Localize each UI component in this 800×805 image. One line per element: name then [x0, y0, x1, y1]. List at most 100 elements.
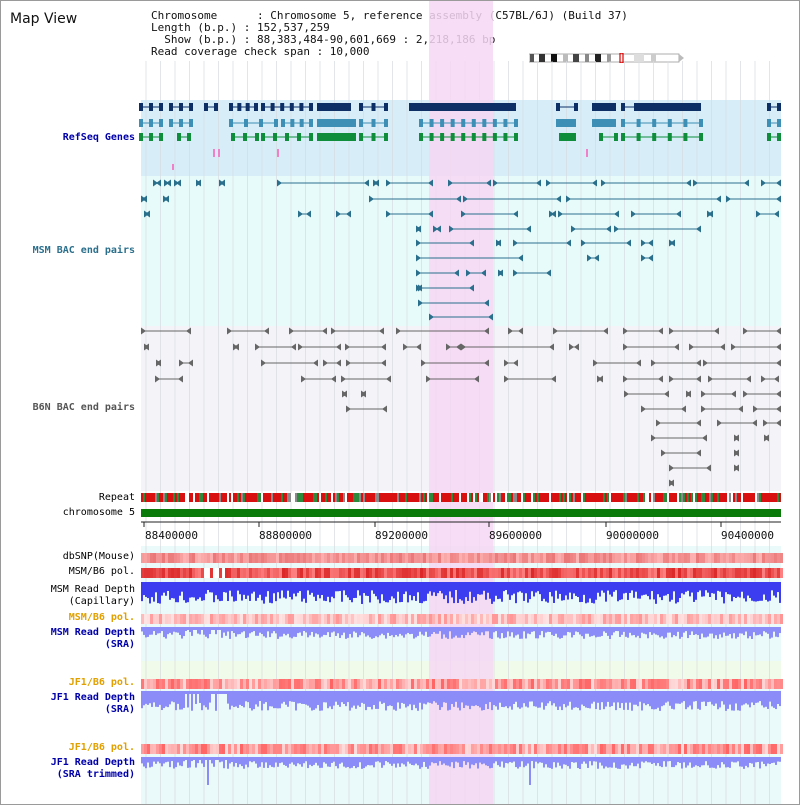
- jf1-b6-pol-label-2[interactable]: JF1/B6 pol.: [68, 742, 135, 753]
- read-depth-bar: [595, 691, 597, 710]
- repeat-segment: [167, 493, 169, 502]
- read-depth-bar: [513, 757, 515, 762]
- read-depth-bar: [645, 627, 647, 635]
- polymorphism-cell: [561, 614, 564, 624]
- polymorphism-cell: [438, 614, 441, 624]
- read-depth-bar: [487, 627, 489, 632]
- polymorphism-cell: [219, 553, 222, 563]
- msm-bac-pair-end: [469, 239, 474, 247]
- polymorphism-cell: [720, 568, 723, 578]
- polymorphism-cell: [204, 614, 207, 624]
- read-depth-bar: [763, 627, 765, 632]
- read-depth-bar: [699, 627, 701, 639]
- gene-exon: [683, 119, 688, 127]
- polymorphism-cell: [459, 679, 462, 689]
- polymorphism-cell: [453, 553, 456, 563]
- jf1-b6-pol-label-1[interactable]: JF1/B6 pol.: [68, 677, 135, 688]
- polymorphism-cell: [327, 568, 330, 578]
- polymorphism-cell: [495, 614, 498, 624]
- repeat-segment: [753, 493, 755, 502]
- read-depth-bar: [217, 582, 219, 600]
- chromosome-bar[interactable]: [141, 509, 781, 517]
- repeat-segment: [369, 493, 371, 502]
- read-depth-bar: [235, 691, 237, 707]
- polymorphism-cell: [432, 568, 435, 578]
- polymorphism-cell: [681, 614, 684, 624]
- refseq-track-label[interactable]: RefSeq Genes: [62, 132, 135, 143]
- read-depth-bar: [511, 582, 513, 596]
- b6n-bac-pair-end: [484, 359, 489, 367]
- gene-exon: [636, 133, 641, 141]
- polymorphism-cell: [549, 568, 552, 578]
- read-depth-bar: [459, 627, 461, 638]
- read-depth-bar: [389, 691, 391, 706]
- read-depth-bar: [491, 627, 493, 639]
- polymorphism-cell: [507, 614, 510, 624]
- b6n-bac-pair-end: [656, 419, 661, 427]
- dbsnp-track-label[interactable]: dbSNP(Mouse): [62, 551, 135, 562]
- read-depth-bar: [195, 691, 197, 704]
- gene-exon: [359, 119, 363, 127]
- read-depth-bar: [277, 691, 279, 709]
- polymorphism-cell: [444, 568, 447, 578]
- b6n-bac-pair-end: [598, 375, 603, 383]
- jf1-depth-trimmed-label[interactable]: JF1 Read Depth (SRA trimmed): [1, 757, 135, 781]
- b6n-bac-pair-end: [776, 419, 781, 427]
- read-depth-bar: [415, 627, 417, 638]
- msm-bac-pair-end: [744, 179, 749, 187]
- msm-b6-pol-label-1[interactable]: MSM/B6 pol.: [68, 566, 135, 577]
- read-depth-bar: [357, 691, 359, 706]
- polymorphism-cell: [759, 553, 762, 563]
- read-depth-bar: [371, 757, 373, 766]
- read-depth-bar: [383, 627, 385, 636]
- chromosome-ideogram[interactable]: [529, 53, 684, 63]
- polymorphism-cell: [672, 679, 675, 689]
- read-depth-bar: [267, 627, 269, 632]
- read-depth-bar: [659, 582, 661, 598]
- msm-bac-track-label[interactable]: MSM BAC end pairs: [32, 245, 135, 256]
- msm-depth-sra-label[interactable]: MSM Read Depth (SRA): [1, 627, 135, 651]
- read-depth-tracks[interactable]: [141, 582, 781, 785]
- read-depth-bar: [557, 757, 559, 763]
- read-depth-bar: [513, 627, 515, 638]
- polymorphism-cell: [237, 679, 240, 689]
- read-depth-bar: [145, 582, 147, 597]
- b6n-bac-pair-end: [689, 343, 694, 351]
- refseq-gene-track[interactable]: [139, 103, 781, 170]
- read-depth-bar: [287, 627, 289, 634]
- read-depth-bar: [505, 582, 507, 591]
- read-depth-bar: [261, 757, 263, 763]
- repeat-track[interactable]: [141, 493, 781, 502]
- repeat-segment: [451, 493, 453, 502]
- polymorphism-cell: [657, 679, 660, 689]
- msm-depth-capillary-label[interactable]: MSM Read Depth (Capillary): [1, 584, 135, 608]
- read-depth-bar: [147, 582, 149, 599]
- msm-b6-pol-label-2[interactable]: MSM/B6 pol.: [68, 612, 135, 623]
- polymorphism-cell: [261, 744, 264, 754]
- polymorphism-cell: [219, 614, 222, 624]
- read-depth-bar: [407, 627, 409, 633]
- read-depth-bar: [421, 691, 423, 710]
- repeat-segment: [435, 493, 437, 502]
- b6n-bac-end-pairs-track[interactable]: [141, 327, 781, 487]
- read-depth-bar: [553, 691, 555, 704]
- repeat-segment: [401, 493, 403, 502]
- b6n-bac-pair-end: [717, 419, 722, 427]
- heatmap-tracks[interactable]: [141, 553, 783, 754]
- repeat-track-label[interactable]: Repeat: [98, 492, 135, 503]
- jf1-depth-sra-label[interactable]: JF1 Read Depth (SRA): [1, 692, 135, 716]
- polymorphism-cell: [558, 679, 561, 689]
- read-depth-bar: [497, 757, 499, 766]
- read-depth-bar: [369, 582, 371, 603]
- read-depth-bar: [689, 582, 691, 597]
- b6n-bac-track-label[interactable]: B6N BAC end pairs: [32, 402, 135, 413]
- polymorphism-cell: [654, 744, 657, 754]
- polymorphism-cell: [750, 679, 753, 689]
- chromosome-track-label[interactable]: chromosome 5: [62, 507, 135, 518]
- msm-bac-end-pairs-track[interactable]: [141, 179, 781, 321]
- read-depth-bar: [201, 757, 203, 764]
- polymorphism-cell: [561, 679, 564, 689]
- read-depth-bar: [473, 691, 475, 707]
- polymorphism-cell: [312, 614, 315, 624]
